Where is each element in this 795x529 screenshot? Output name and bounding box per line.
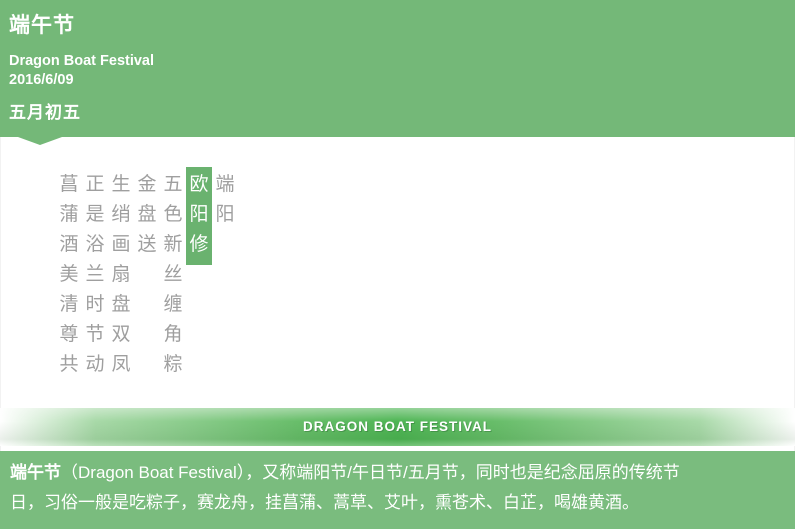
poem-character: 缠 — [163, 294, 183, 315]
poem-column: 端阳 — [212, 170, 238, 230]
poem-character: 色 — [163, 204, 183, 225]
poem-character: 送 — [137, 234, 157, 255]
poem-character: 动 — [85, 354, 105, 375]
poem-column: 五色新丝缠角粽 — [160, 170, 186, 380]
poem-character: 尊 — [59, 324, 79, 345]
poem-character: 盘 — [111, 294, 131, 315]
poem-character: 粽 — [163, 354, 183, 375]
header-pointer-triangle — [18, 137, 62, 145]
poem-character: 绡 — [111, 204, 131, 225]
festival-description: 端午节（Dragon Boat Festival），又称端阳节/午日节/五月节，… — [0, 451, 795, 529]
poem-character: 时 — [85, 294, 105, 315]
poem-character: 兰 — [85, 264, 105, 285]
festival-date: 2016/6/09 — [9, 72, 74, 88]
description-line-1: 端午节（Dragon Boat Festival），又称端阳节/午日节/五月节，… — [10, 458, 785, 488]
poem-column: 正是浴兰时节动 — [82, 170, 108, 380]
poem-character: 丝 — [163, 264, 183, 285]
poem-character: 双 — [111, 324, 131, 345]
poem-character: 端 — [215, 174, 235, 195]
poem-column: 菖蒲酒美清尊共 — [56, 170, 82, 380]
poem-character: 节 — [85, 324, 105, 345]
poem-column: 生绡画扇盘双凤 — [108, 170, 134, 380]
lunar-date: 五月初五 — [9, 103, 81, 122]
poem-character: 阳 — [215, 204, 235, 225]
poem-column: 金盘送 — [134, 170, 160, 260]
description-line-1-text: （Dragon Boat Festival），又称端阳节/午日节/五月节，同时也… — [61, 463, 680, 482]
poem-character: 正 — [85, 174, 105, 195]
poem-character: 扇 — [111, 264, 131, 285]
festival-name-bold: 端午节 — [10, 463, 61, 482]
poem-character: 金 — [137, 174, 157, 195]
description-line-2: 日，习俗一般是吃粽子，赛龙舟，挂菖蒲、蒿草、艾叶，熏苍术、白芷，喝雄黄酒。 — [10, 493, 639, 512]
poem-character: 酒 — [59, 234, 79, 255]
poem-character: 共 — [59, 354, 79, 375]
poem-character: 新 — [163, 234, 183, 255]
poem-character: 是 — [85, 204, 105, 225]
poem-character: 浴 — [85, 234, 105, 255]
poem-character: 生 — [111, 174, 131, 195]
poem-character: 凤 — [111, 354, 131, 375]
poem-character: 菖 — [59, 174, 79, 195]
poem-character: 欧 — [189, 174, 209, 195]
poem-character: 美 — [59, 264, 79, 285]
page-subtitle: Dragon Boat Festival — [9, 53, 155, 69]
poem-character: 盘 — [137, 204, 157, 225]
poem-character: 蒲 — [59, 204, 79, 225]
poem-character: 画 — [111, 234, 131, 255]
poem-character: 五 — [163, 174, 183, 195]
festival-banner: DRAGON BOAT FESTIVAL — [0, 408, 795, 446]
poem-character: 阳 — [189, 204, 209, 225]
page-header: 端午节 Dragon Boat Festival 2016/6/09 五月初五 — [0, 0, 795, 145]
poem-character: 角 — [163, 324, 183, 345]
poem-author-column: 欧阳修 — [186, 167, 212, 265]
vertical-poem: 端阳欧阳修五色新丝缠角粽金盘送生绡画扇盘双凤正是浴兰时节动菖蒲酒美清尊共 — [56, 167, 238, 380]
banner-label: DRAGON BOAT FESTIVAL — [303, 419, 492, 434]
poem-character: 清 — [59, 294, 79, 315]
poem-character: 修 — [189, 234, 209, 255]
page-title: 端午节 — [9, 14, 75, 37]
